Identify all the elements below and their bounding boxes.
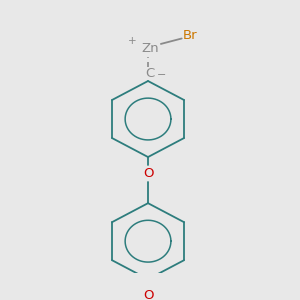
Text: C: C (146, 67, 154, 80)
Text: −: − (157, 70, 167, 80)
Text: O: O (143, 289, 153, 300)
Text: Br: Br (182, 29, 197, 42)
Text: +: + (128, 36, 136, 46)
Text: O: O (143, 167, 153, 180)
Text: Zn: Zn (141, 42, 159, 55)
